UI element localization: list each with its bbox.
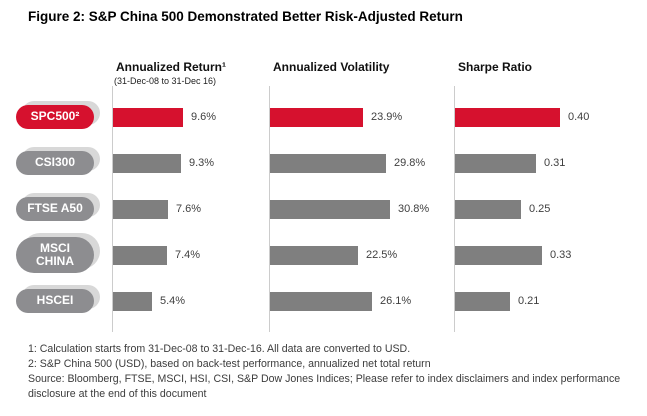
figure-title: Figure 2: S&P China 500 Demonstrated Bet… [28, 9, 463, 24]
value-label: 23.9% [371, 111, 403, 123]
category-pill: SPC500² [16, 105, 94, 129]
value-label: 0.21 [518, 295, 540, 307]
axis-line [112, 86, 269, 94]
table-row: HSCEI 5.4% 26.1% 0.21 [0, 278, 647, 324]
category-label: HSCEI [36, 293, 74, 308]
column-header-label: Annualized Volatility [273, 60, 390, 74]
axis-line [269, 86, 454, 94]
column-header-label: Annualized Return¹ [116, 60, 226, 74]
bar [270, 153, 386, 173]
bar [270, 107, 363, 127]
bar [113, 245, 167, 265]
header-spacer [0, 60, 112, 86]
bar [455, 245, 542, 265]
plot-area: 0.33 [454, 232, 647, 278]
spacer-cell [0, 324, 112, 332]
plot-area: 26.1% [269, 278, 454, 324]
category-cell: HSCEI [0, 278, 112, 324]
table-row: SPC500² 9.6% 23.9% 0.40 [0, 94, 647, 140]
column-headers: Annualized Return¹ (31-Dec-08 to 31-Dec … [0, 60, 647, 86]
category-label: FTSE A50 [27, 201, 83, 216]
category-pill: HSCEI [16, 289, 94, 313]
category-cell: MSCI CHINA [0, 232, 112, 278]
value-label: 0.25 [529, 203, 551, 215]
value-label: 26.1% [380, 295, 412, 307]
plot-area: 7.4% [112, 232, 269, 278]
header-annualized-volatility: Annualized Volatility [269, 60, 454, 86]
bar [113, 107, 183, 127]
axis-spacer-row [0, 324, 647, 332]
value-label: 29.8% [394, 157, 426, 169]
spacer-cell [0, 86, 112, 94]
plot-area: 7.6% [112, 186, 269, 232]
footnote-source: Source: Bloomberg, FTSE, MSCI, HSI, CSI,… [28, 373, 621, 401]
plot-area: 5.4% [112, 278, 269, 324]
value-label: 0.31 [544, 157, 566, 169]
bar [455, 199, 521, 219]
column-header-label: Sharpe Ratio [458, 60, 533, 74]
value-label: 5.4% [160, 295, 186, 307]
category-label: SPC500² [30, 109, 80, 124]
bar [270, 291, 372, 311]
bar [270, 245, 358, 265]
category-cell: CSI300 [0, 140, 112, 186]
category-cell: SPC500² [0, 94, 112, 140]
column-header-subtitle: (31-Dec-08 to 31-Dec 16) [114, 76, 217, 86]
header-annualized-return: Annualized Return¹ (31-Dec-08 to 31-Dec … [112, 60, 269, 86]
plot-area: 9.6% [112, 94, 269, 140]
bar [455, 153, 536, 173]
axis-line [454, 86, 647, 94]
bar [455, 291, 510, 311]
bar [113, 291, 152, 311]
plot-area: 23.9% [269, 94, 454, 140]
value-label: 22.5% [366, 249, 398, 261]
footnote-2: 2: S&P China 500 (USD), based on back-te… [28, 358, 431, 371]
plot-area: 0.25 [454, 186, 647, 232]
value-label: 9.6% [191, 111, 217, 123]
bar [113, 199, 168, 219]
value-label: 0.33 [550, 249, 572, 261]
footnotes: 1: Calculation starts from 31-Dec-08 to … [28, 342, 632, 402]
chart-body: SPC500² 9.6% 23.9% 0.40 CSI300 9.3% 29.8% 0.31 F… [0, 86, 647, 332]
axis-line [112, 324, 269, 332]
header-sharpe-ratio: Sharpe Ratio [454, 60, 647, 86]
bar [113, 153, 181, 173]
plot-area: 0.40 [454, 94, 647, 140]
value-label: 0.40 [568, 111, 590, 123]
plot-area: 0.31 [454, 140, 647, 186]
table-row: FTSE A50 7.6% 30.8% 0.25 [0, 186, 647, 232]
table-row: CSI300 9.3% 29.8% 0.31 [0, 140, 647, 186]
plot-area: 22.5% [269, 232, 454, 278]
axis-line [269, 324, 454, 332]
category-pill: CSI300 [16, 151, 94, 175]
plot-area: 30.8% [269, 186, 454, 232]
table-row: MSCI CHINA 7.4% 22.5% 0.33 [0, 232, 647, 278]
value-label: 30.8% [398, 203, 430, 215]
bar [270, 199, 390, 219]
category-pill: MSCI CHINA [16, 236, 94, 274]
footnote-1: 1: Calculation starts from 31-Dec-08 to … [28, 343, 411, 355]
axis-spacer-row [0, 86, 647, 94]
value-label: 7.6% [176, 203, 202, 215]
bar [455, 107, 560, 127]
plot-area: 29.8% [269, 140, 454, 186]
category-label: CSI300 [34, 155, 76, 170]
category-label: MSCI CHINA [36, 240, 74, 268]
value-label: 7.4% [175, 249, 201, 261]
plot-area: 9.3% [112, 140, 269, 186]
plot-area: 0.21 [454, 278, 647, 324]
category-cell: FTSE A50 [0, 186, 112, 232]
axis-line [454, 324, 647, 332]
value-label: 9.3% [189, 157, 215, 169]
category-pill: FTSE A50 [16, 197, 94, 221]
